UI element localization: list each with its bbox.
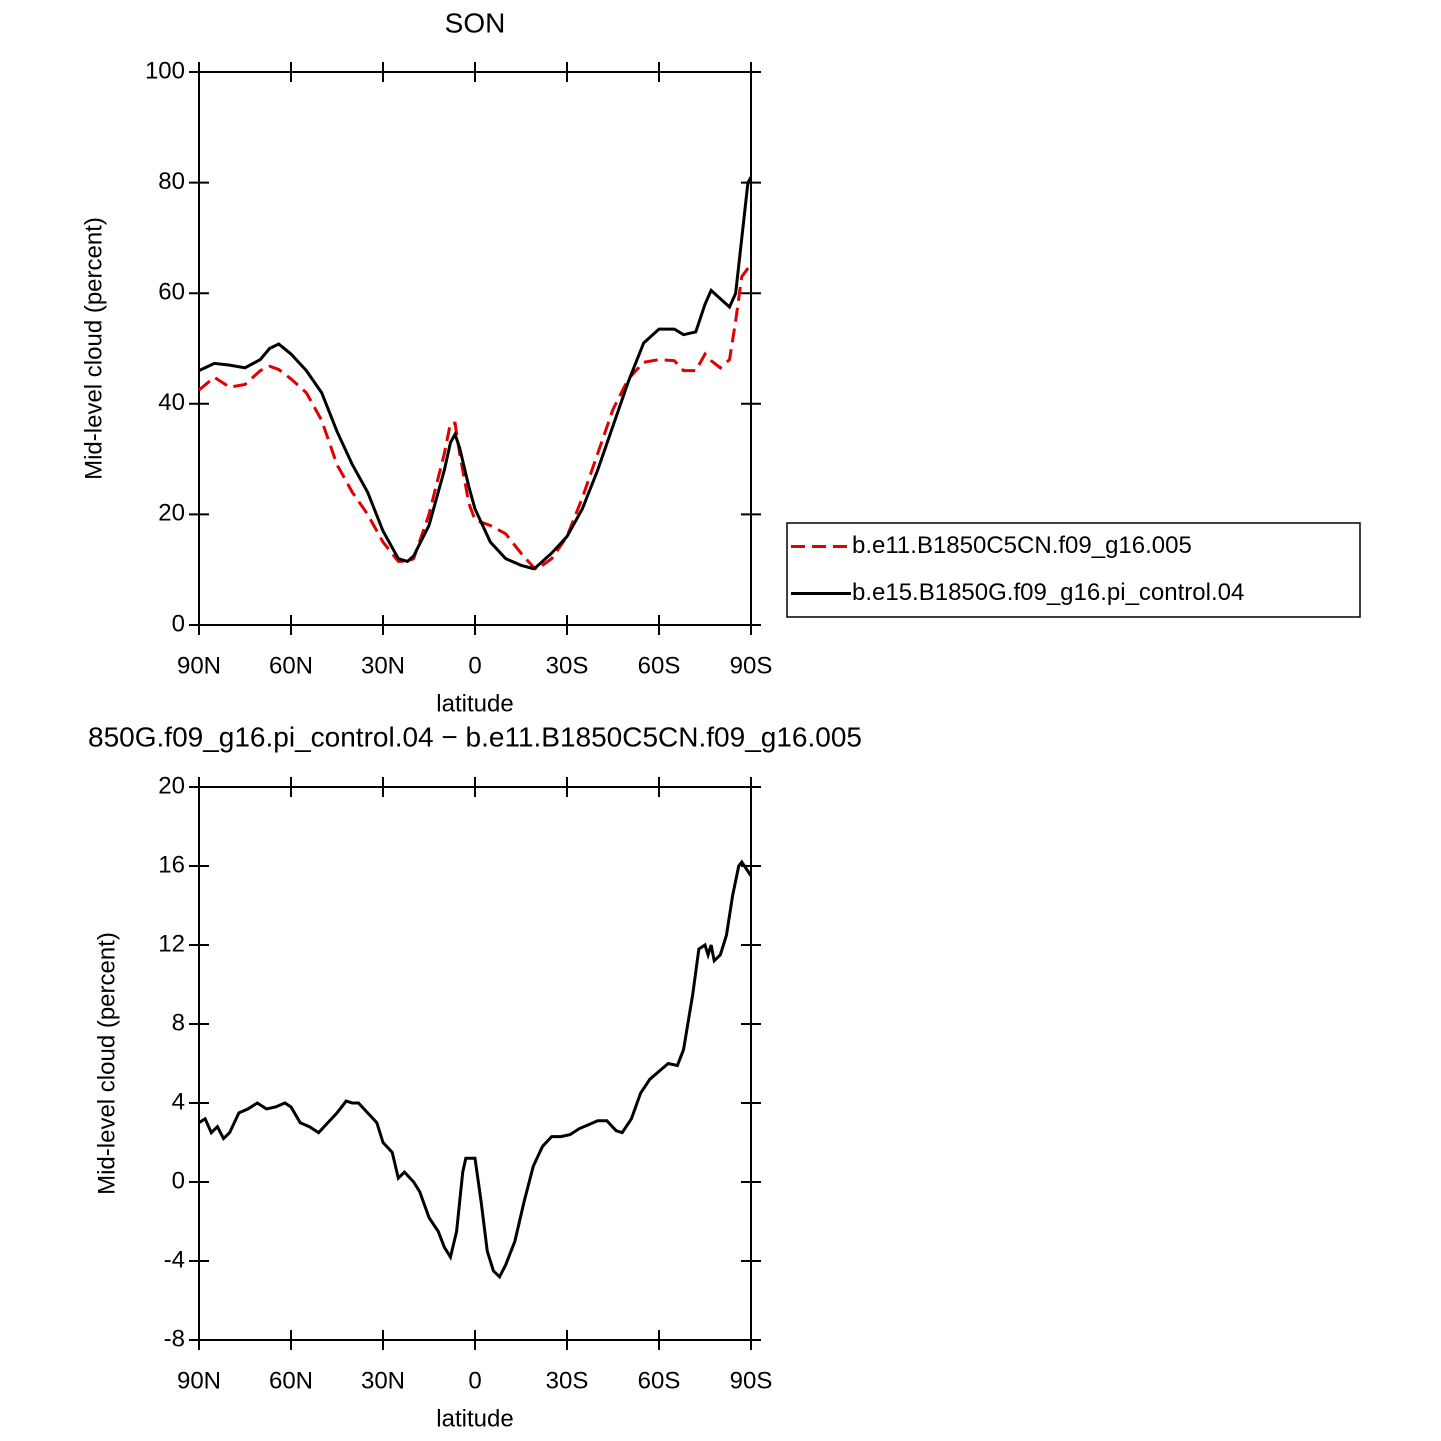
y-tick-label: 60 bbox=[158, 279, 185, 306]
x-axis-label: latitude bbox=[436, 690, 513, 717]
x-tick-label: 30N bbox=[361, 1367, 405, 1394]
data-line bbox=[198, 859, 753, 1280]
y-tick-label: -8 bbox=[164, 1325, 185, 1352]
chart-title: SON bbox=[445, 7, 506, 38]
y-tick-label: 4 bbox=[172, 1088, 185, 1115]
x-tick-label: 90N bbox=[177, 1367, 221, 1394]
y-tick-label: 20 bbox=[158, 500, 185, 527]
x-tick-label: 90N bbox=[177, 652, 221, 679]
x-tick-label: 0 bbox=[468, 652, 481, 679]
x-tick-label: 30S bbox=[546, 652, 589, 679]
x-axis-label: latitude bbox=[436, 1405, 513, 1432]
legend-label: b.e15.B1850G.f09_g16.pi_control.04 bbox=[852, 579, 1244, 606]
y-tick-label: 80 bbox=[158, 168, 185, 195]
y-axis-label: Mid-level cloud (percent) bbox=[80, 217, 107, 480]
y-tick-label: 0 bbox=[172, 610, 185, 637]
y-tick-label: 0 bbox=[172, 1167, 185, 1194]
chart-title: 850G.f09_g16.pi_control.04 − b.e11.B1850… bbox=[88, 721, 862, 752]
plot-frame bbox=[198, 71, 752, 626]
x-tick-label: 60N bbox=[269, 652, 313, 679]
y-tick-label: 20 bbox=[158, 772, 185, 799]
x-tick-label: 30N bbox=[361, 652, 405, 679]
legend-label: b.e11.B1850C5CN.f09_g16.005 bbox=[852, 532, 1192, 559]
y-tick-label: 40 bbox=[158, 389, 185, 416]
data-line bbox=[198, 176, 753, 571]
y-tick-label: 16 bbox=[158, 851, 185, 878]
x-tick-label: 0 bbox=[468, 1367, 481, 1394]
legend-box bbox=[786, 522, 1361, 618]
y-tick-label: 12 bbox=[158, 930, 185, 957]
data-line bbox=[198, 264, 753, 572]
y-tick-label: 8 bbox=[172, 1009, 185, 1036]
x-tick-label: 30S bbox=[546, 1367, 589, 1394]
x-tick-label: 60S bbox=[638, 1367, 681, 1394]
x-tick-label: 60S bbox=[638, 652, 681, 679]
x-tick-label: 90S bbox=[730, 1367, 773, 1394]
x-tick-label: 60N bbox=[269, 1367, 313, 1394]
y-tick-label: 100 bbox=[145, 57, 185, 84]
x-tick-label: 90S bbox=[730, 652, 773, 679]
y-tick-label: -4 bbox=[164, 1246, 185, 1273]
y-axis-label: Mid-level cloud (percent) bbox=[93, 932, 120, 1195]
